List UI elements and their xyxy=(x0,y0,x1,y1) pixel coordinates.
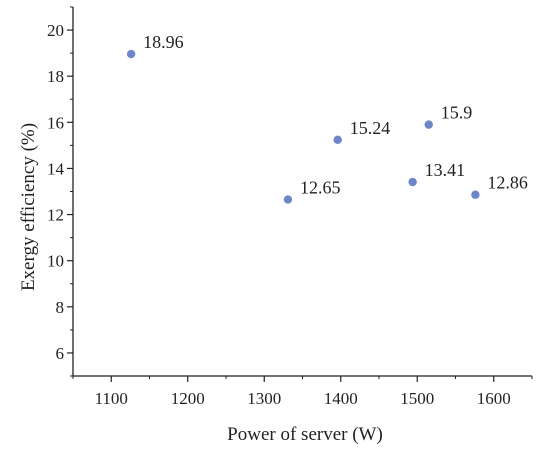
y-axis-ticks: 6 8 10 12 14 16 18 20 xyxy=(47,6,73,377)
x-axis-ticks: 1100 1200 1300 1400 1500 1600 xyxy=(72,376,533,408)
data-point xyxy=(126,49,136,59)
data-label: 12.86 xyxy=(487,173,528,193)
x-tick-label: 1500 xyxy=(400,389,434,408)
data-label: 18.96 xyxy=(143,32,184,52)
x-tick-label: 1300 xyxy=(247,389,281,408)
y-tick-label: 16 xyxy=(47,113,64,132)
x-tick-label: 1100 xyxy=(95,389,128,408)
data-point xyxy=(471,190,480,199)
x-tick-label: 1200 xyxy=(171,389,205,408)
data-point xyxy=(408,177,417,187)
data-label: 12.65 xyxy=(300,178,341,198)
y-tick-label: 14 xyxy=(47,159,65,178)
y-tick-label: 12 xyxy=(47,206,64,225)
x-tick-label: 1600 xyxy=(477,389,511,408)
data-point xyxy=(424,120,433,129)
y-tick-label: 20 xyxy=(47,21,64,40)
data-point xyxy=(283,195,293,204)
data-label: 15.24 xyxy=(350,118,391,138)
x-tick-label: 1400 xyxy=(324,389,358,408)
y-tick-label: 6 xyxy=(56,344,65,363)
y-axis-title: Exergy efficiency (%) xyxy=(18,123,39,291)
y-tick-label: 10 xyxy=(47,252,64,271)
data-points: 18.96 12.65 15.24 13.41 15.9 12.86 xyxy=(126,32,528,204)
y-tick-label: 8 xyxy=(56,298,65,317)
x-axis-title: Power of server (W) xyxy=(227,424,383,445)
data-point xyxy=(333,135,342,145)
data-label: 15.9 xyxy=(441,103,473,123)
data-label: 13.41 xyxy=(425,160,466,180)
y-tick-label: 18 xyxy=(47,67,64,86)
